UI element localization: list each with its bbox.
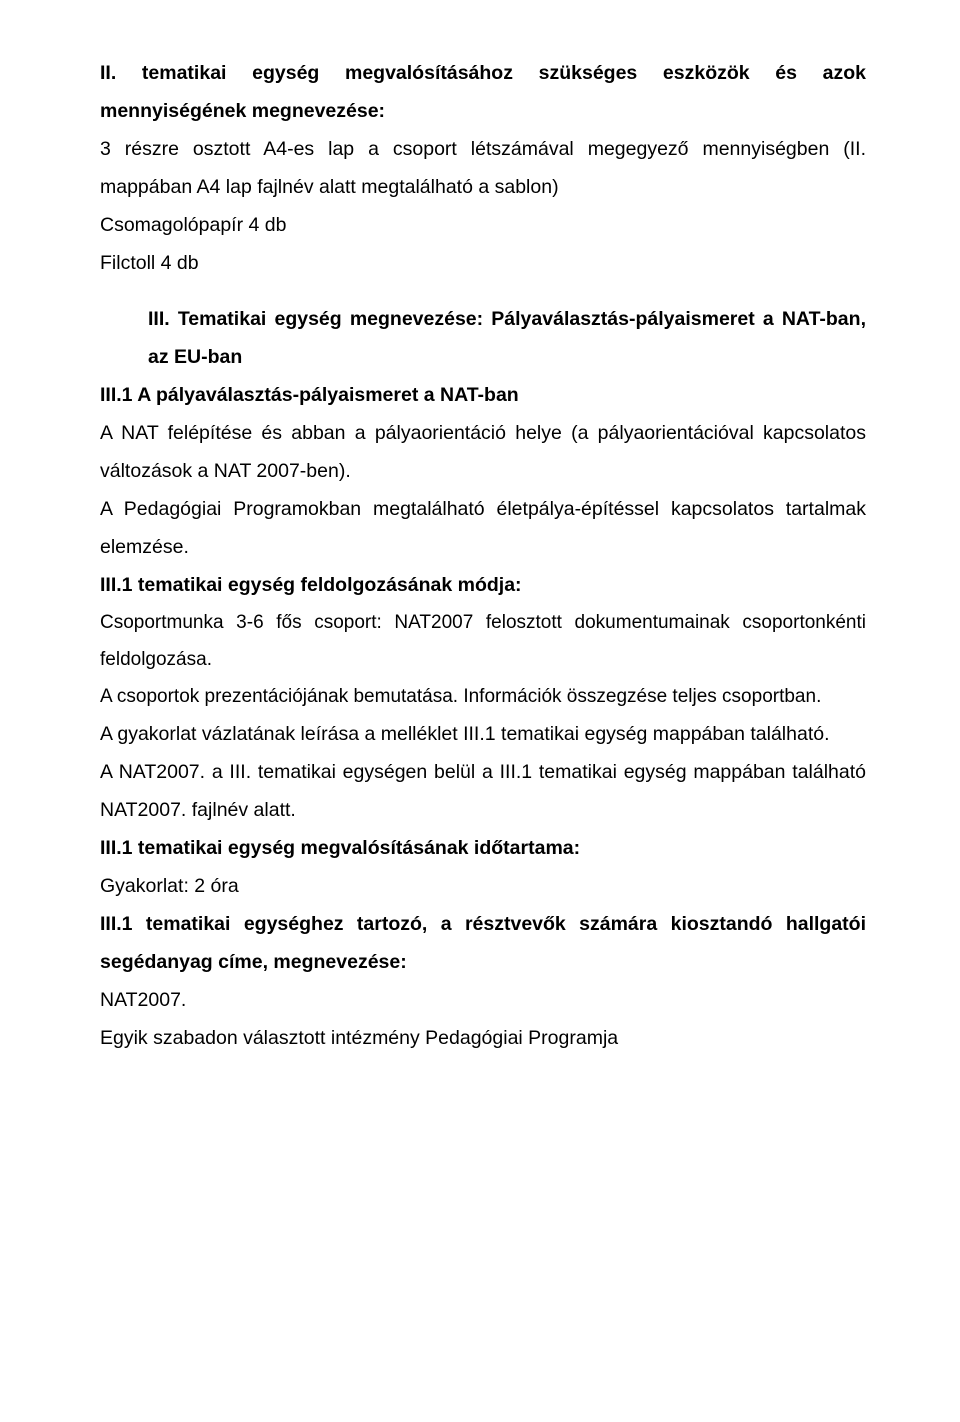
paragraph-iii-1a: A NAT felépítése és abban a pályaorientá… <box>100 414 866 490</box>
heading-iii-1: III.1 A pályaválasztás-pályaismeret a NA… <box>100 376 866 414</box>
paragraph-mode-3: A gyakorlat vázlatának leírása a mellékl… <box>100 715 866 753</box>
heading-iii-1-mode: III.1 tematikai egység feldolgozásának m… <box>100 566 866 604</box>
heading-iii-1-time: III.1 tematikai egység megvalósításának … <box>100 829 866 867</box>
paragraph-iii-1b: A Pedagógiai Programokban megtalálható é… <box>100 490 866 566</box>
heading-iii: III. Tematikai egység megnevezése: Pálya… <box>148 300 866 376</box>
heading-iii-1-handout: III.1 tematikai egységhez tartozó, a rés… <box>100 905 866 981</box>
heading-ii-tools: II. tematikai egység megvalósításához sz… <box>100 54 866 130</box>
document-page: II. tematikai egység megvalósításához sz… <box>0 0 960 1422</box>
paragraph-ii-tools-3: Filctoll 4 db <box>100 244 866 282</box>
paragraph-mode-2: A csoportok prezentációjának bemutatása.… <box>100 678 866 715</box>
paragraph-time: Gyakorlat: 2 óra <box>100 867 866 905</box>
spacer <box>100 282 866 300</box>
paragraph-mode-1: Csoportmunka 3-6 fős csoport: NAT2007 fe… <box>100 604 866 678</box>
paragraph-handout-2: Egyik szabadon választott intézmény Peda… <box>100 1019 866 1057</box>
paragraph-handout-1: NAT2007. <box>100 981 866 1019</box>
paragraph-mode-4: A NAT2007. a III. tematikai egységen bel… <box>100 753 866 829</box>
paragraph-ii-tools-1: 3 részre osztott A4-es lap a csoport lét… <box>100 130 866 206</box>
paragraph-ii-tools-2: Csomagolópapír 4 db <box>100 206 866 244</box>
